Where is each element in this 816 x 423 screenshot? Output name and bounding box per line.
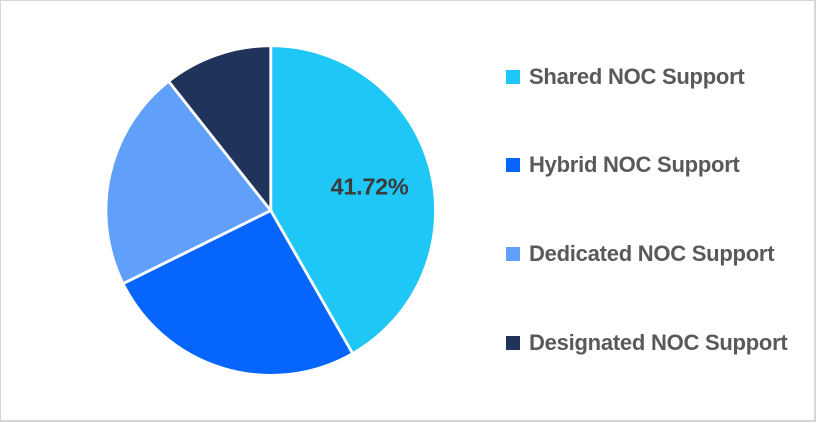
svg-text:41.72%: 41.72% — [331, 174, 409, 200]
